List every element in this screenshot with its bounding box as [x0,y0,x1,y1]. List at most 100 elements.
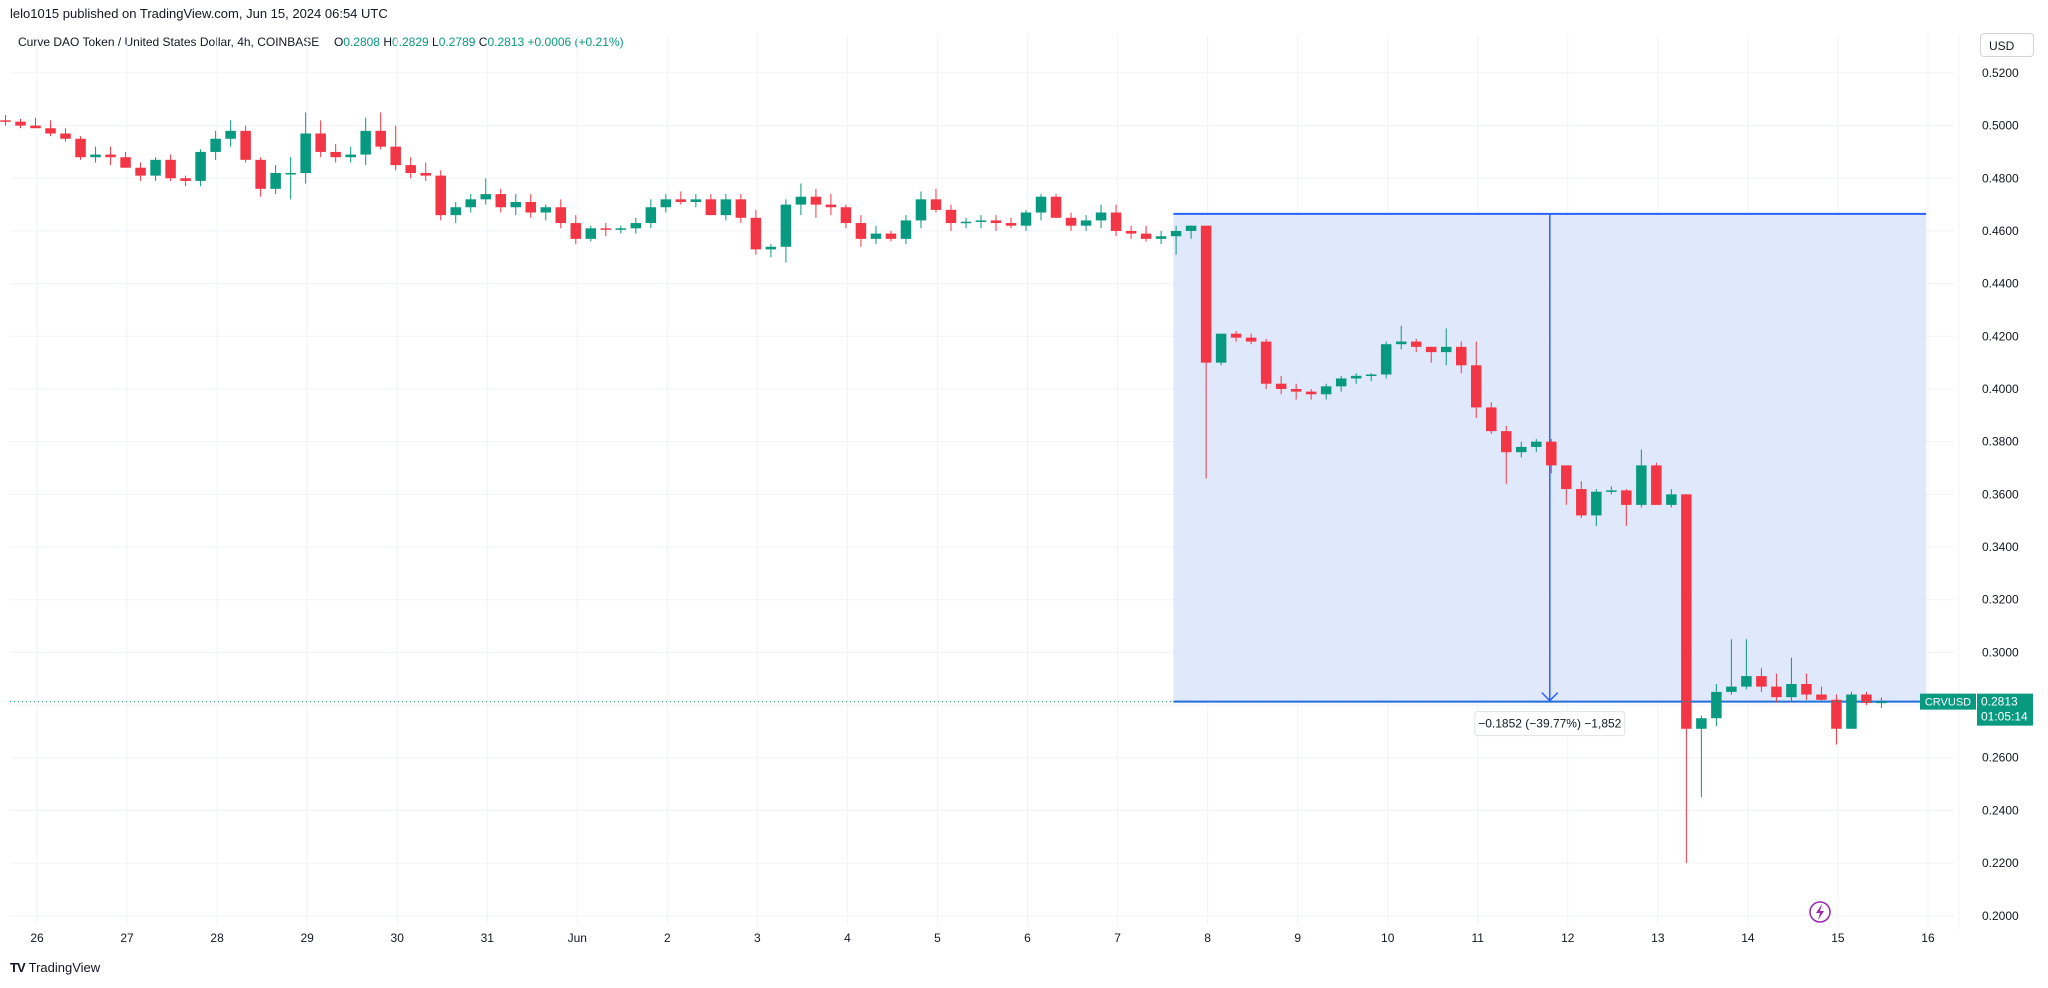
candle-body [315,133,326,152]
candle [810,188,822,218]
candle [1726,639,1737,695]
candle [1741,639,1752,690]
candle-body [1636,465,1647,505]
candle-body [570,223,582,239]
candle [225,120,236,147]
candle [1005,217,1017,229]
candle [1681,494,1692,864]
candle-body [1771,686,1782,698]
y-tick-label: 0.3800 [1982,435,2019,449]
y-tick-label: 0.4600 [1982,224,2019,238]
x-tick-label: 15 [1831,931,1845,945]
candle [660,194,672,213]
candle-body [495,194,507,208]
candle [1831,694,1842,745]
candle-body [1576,489,1587,516]
candle [645,199,657,229]
candle [885,230,897,242]
overlays: −0.1852 (−39.77%) −1,852 CRVUSD 0.281301:0… [10,693,2033,923]
candle [450,201,461,224]
candle-body [900,220,912,239]
candle-body [210,138,221,152]
x-tick-label: 4 [844,931,851,945]
candle [360,117,371,166]
candle-body [1786,683,1797,698]
candle-body [1876,701,1887,704]
candle-body [120,157,131,168]
y-tick-label: 0.3000 [1982,645,2019,659]
candle-body [585,228,597,239]
candle [1305,388,1317,400]
candle [1230,331,1242,342]
candle [990,215,1002,231]
candle [1561,465,1572,505]
x-tick-label: 2 [664,931,671,945]
x-tick-label: 29 [300,931,314,945]
candle-body [690,199,702,202]
candle [735,194,747,224]
x-tick-label: 28 [210,931,224,945]
candle [420,162,431,181]
candle [600,223,612,237]
y-tick-label: 0.4000 [1982,382,2019,396]
ohlc-close: C0.2813 [479,35,524,49]
candle-body [1711,691,1722,719]
y-tick-label: 0.2000 [1982,909,2019,923]
y-tick-label: 0.3200 [1982,593,2019,607]
candle-body [1425,346,1437,353]
candle [555,199,567,229]
price-tag-bg [1977,693,2033,726]
candle [1861,691,1872,706]
candle [30,117,41,129]
candle [1245,333,1257,345]
measure-label-box [1474,711,1626,737]
candle [1711,683,1722,727]
candle-body [645,207,657,224]
symbol-legend: Curve DAO Token / United States Dollar, … [18,35,624,49]
candle-body [1801,683,1812,695]
candle-body [510,201,522,208]
candle-body [855,223,867,239]
candle-body [1380,344,1392,375]
candle [690,194,702,208]
candle-body [1335,378,1347,387]
candle [375,112,386,150]
candle-body [1140,233,1152,239]
tradingview-footer[interactable]: TV TradingView [10,960,100,975]
candle-body [990,220,1002,224]
candle [195,149,206,187]
candle-body [1591,491,1602,516]
candle-body [1501,431,1512,453]
candle-body [390,146,401,166]
currency-button[interactable]: USD [1980,33,2034,57]
candle-body [870,233,882,239]
candle [1471,341,1482,418]
candle [1786,657,1797,703]
x-tick-label: 27 [120,931,134,945]
candle-body [555,207,567,224]
candle-body [1741,676,1752,687]
candle [1125,225,1137,239]
candle [1621,489,1632,526]
tradingview-logo-icon: TV [10,960,26,975]
candle [1035,194,1047,221]
candle [795,183,807,216]
candle [1410,338,1422,353]
candle-body [435,175,446,216]
x-tick-label: 10 [1381,931,1395,945]
footer-brand: TradingView [28,960,101,975]
candle [210,130,221,160]
candle [300,112,311,184]
candle-body [720,199,732,216]
lightning-icon[interactable] [1809,901,1831,923]
candle [75,136,86,160]
y-tick-label: 0.3600 [1982,487,2019,501]
y-tick-label: 0.4400 [1982,277,2019,291]
candle-body [1455,346,1467,366]
candle [750,209,762,255]
candle [1140,225,1152,242]
symbol-title[interactable]: Curve DAO Token / United States Dollar, … [18,35,320,49]
candle-body [1230,333,1242,338]
candle-body [75,138,86,158]
